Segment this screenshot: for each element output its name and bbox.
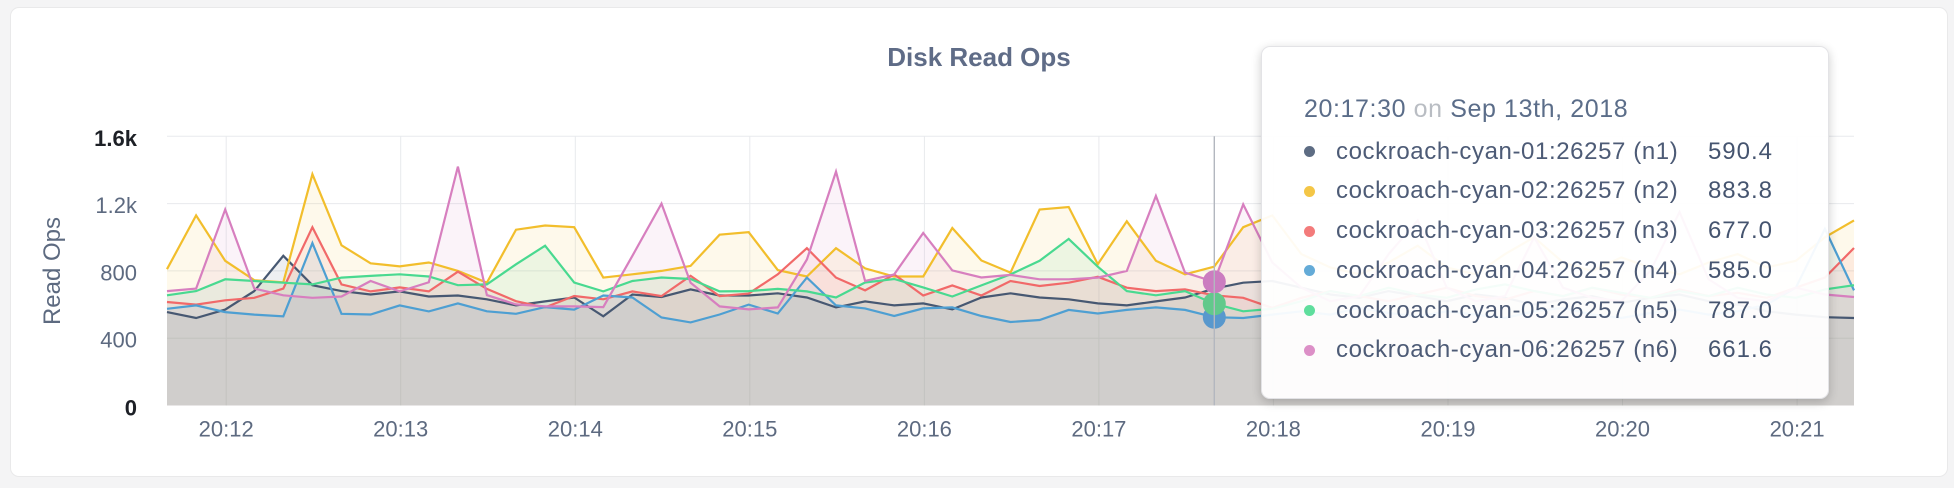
svg-text:20:21: 20:21 — [1770, 417, 1825, 442]
svg-text:1.2k: 1.2k — [95, 193, 138, 218]
svg-text:20:14: 20:14 — [548, 417, 603, 442]
svg-text:20:18: 20:18 — [1246, 417, 1301, 442]
svg-text:Read Ops: Read Ops — [39, 217, 66, 325]
svg-text:20:20: 20:20 — [1595, 417, 1650, 442]
svg-text:20:15: 20:15 — [722, 417, 777, 442]
svg-text:20:12: 20:12 — [199, 417, 254, 442]
svg-text:20:19: 20:19 — [1420, 417, 1475, 442]
svg-text:1.6k: 1.6k — [94, 126, 138, 151]
svg-text:20:16: 20:16 — [897, 417, 952, 442]
svg-text:20:17: 20:17 — [1071, 417, 1126, 442]
svg-text:Disk Read Ops: Disk Read Ops — [887, 42, 1071, 72]
svg-text:0: 0 — [125, 396, 137, 421]
svg-text:20:13: 20:13 — [373, 417, 428, 442]
svg-text:400: 400 — [100, 328, 137, 353]
svg-text:800: 800 — [100, 260, 137, 285]
